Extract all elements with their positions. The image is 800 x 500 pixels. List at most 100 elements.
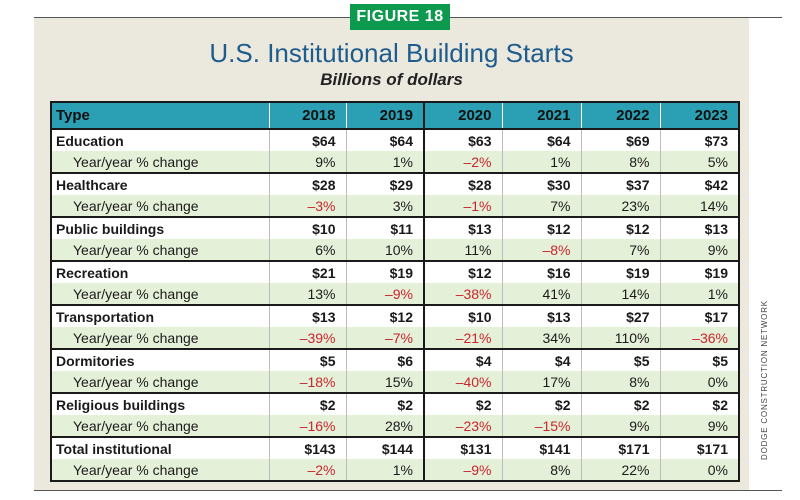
change-cell: 1%	[660, 283, 740, 305]
change-cell: –38%	[424, 283, 503, 305]
change-label: Year/year % change	[51, 415, 270, 437]
category-name: Transportation	[51, 304, 270, 327]
value-cell: $12	[346, 304, 425, 327]
change-label: Year/year % change	[51, 327, 270, 349]
change-cell: –23%	[424, 415, 503, 437]
table-row: Total institutional $143 $144 $131 $141 $171 $…	[51, 436, 740, 459]
value-cell: $171	[660, 436, 740, 459]
change-cell: –16%	[269, 415, 347, 437]
value-cell: $17	[660, 304, 740, 327]
value-cell: $2	[660, 392, 740, 415]
change-cell: –1%	[424, 195, 503, 217]
change-cell: –7%	[346, 327, 425, 349]
change-cell: 5%	[660, 151, 740, 173]
value-cell: $19	[660, 260, 740, 283]
change-cell: –2%	[424, 151, 503, 173]
category-name: Religious buildings	[51, 392, 270, 415]
value-cell: $13	[424, 216, 503, 239]
year-header: 2019	[346, 102, 425, 129]
value-cell: $10	[424, 304, 503, 327]
value-cell: $4	[502, 348, 582, 371]
value-cell: $2	[346, 392, 425, 415]
table-row: Year/year % change 9% 1% –2% 1% 8% 5%	[51, 151, 740, 173]
value-cell: $5	[660, 348, 740, 371]
change-cell: 1%	[502, 151, 582, 173]
table-row: Year/year % change 6% 10% 11% –8% 7% 9%	[51, 239, 740, 261]
change-label: Year/year % change	[51, 195, 270, 217]
year-header: 2022	[581, 102, 661, 129]
change-label: Year/year % change	[51, 283, 270, 305]
value-cell: $2	[424, 392, 503, 415]
value-cell: $143	[269, 436, 347, 459]
value-cell: $28	[269, 172, 347, 195]
year-header: 2018	[269, 102, 347, 129]
value-cell: $19	[346, 260, 425, 283]
change-cell: –18%	[269, 371, 347, 393]
value-cell: $29	[346, 172, 425, 195]
value-cell: $42	[660, 172, 740, 195]
change-cell: 3%	[346, 195, 425, 217]
value-cell: $4	[424, 348, 503, 371]
value-cell: $64	[346, 128, 425, 151]
change-cell: –40%	[424, 371, 503, 393]
value-cell: $16	[502, 260, 582, 283]
table-row: Year/year % change –39% –7% –21% 34% 110% –36%	[51, 327, 740, 349]
table-row: Year/year % change –16% 28% –23% –15% 9% 9%	[51, 415, 740, 437]
change-cell: –9%	[346, 283, 425, 305]
change-cell: –9%	[424, 459, 503, 481]
change-cell: 23%	[581, 195, 661, 217]
table-row: Healthcare $28 $29 $28 $30 $37 $42	[51, 172, 740, 195]
category-name: Dormitories	[51, 348, 270, 371]
value-cell: $5	[269, 348, 347, 371]
type-header: Type	[51, 102, 270, 129]
starts-table: Type 2018 2019 2020 2021 2022 2023 Educa…	[50, 101, 740, 482]
change-cell: 8%	[581, 371, 661, 393]
change-cell: 9%	[581, 415, 661, 437]
table-row: Year/year % change –2% 1% –9% 8% 22% 0%	[51, 459, 740, 481]
category-name: Recreation	[51, 260, 270, 283]
table-row: Transportation $13 $12 $10 $13 $27 $17	[51, 304, 740, 327]
value-cell: $37	[581, 172, 661, 195]
figure-subtitle: Billions of dollars	[320, 70, 463, 89]
value-cell: $64	[502, 128, 582, 151]
change-cell: 41%	[502, 283, 582, 305]
bottom-rule	[34, 490, 782, 491]
value-cell: $69	[581, 128, 661, 151]
figure-badge: FIGURE 18	[350, 4, 450, 30]
category-name: Total institutional	[51, 436, 270, 459]
table-row: Religious buildings $2 $2 $2 $2 $2 $2	[51, 392, 740, 415]
table-row: Year/year % change –18% 15% –40% 17% 8% 0%	[51, 371, 740, 393]
change-cell: 9%	[660, 239, 740, 261]
value-cell: $64	[269, 128, 347, 151]
value-cell: $13	[269, 304, 347, 327]
value-cell: $13	[660, 216, 740, 239]
category-name: Healthcare	[51, 172, 270, 195]
source-credit: DODGE CONSTRUCTION NETWORK	[760, 300, 769, 460]
table-row: Year/year % change –3% 3% –1% 7% 23% 14%	[51, 195, 740, 217]
change-cell: 34%	[502, 327, 582, 349]
change-cell: –21%	[424, 327, 503, 349]
table-row: Recreation $21 $19 $12 $16 $19 $19	[51, 260, 740, 283]
change-cell: –2%	[269, 459, 347, 481]
value-cell: $131	[424, 436, 503, 459]
change-cell: 1%	[346, 151, 425, 173]
change-cell: 9%	[269, 151, 347, 173]
figure-title: U.S. Institutional Building Starts	[209, 38, 574, 68]
value-cell: $141	[502, 436, 582, 459]
value-cell: $73	[660, 128, 740, 151]
value-cell: $2	[269, 392, 347, 415]
value-cell: $28	[424, 172, 503, 195]
table-row: Education $64 $64 $63 $64 $69 $73	[51, 128, 740, 151]
value-cell: $63	[424, 128, 503, 151]
change-cell: –15%	[502, 415, 582, 437]
change-cell: –3%	[269, 195, 347, 217]
change-label: Year/year % change	[51, 151, 270, 173]
change-cell: 28%	[346, 415, 425, 437]
change-cell: 7%	[581, 239, 661, 261]
value-cell: $10	[269, 216, 347, 239]
change-cell: 8%	[581, 151, 661, 173]
value-cell: $2	[502, 392, 582, 415]
change-cell: –39%	[269, 327, 347, 349]
value-cell: $30	[502, 172, 582, 195]
change-cell: –36%	[660, 327, 740, 349]
